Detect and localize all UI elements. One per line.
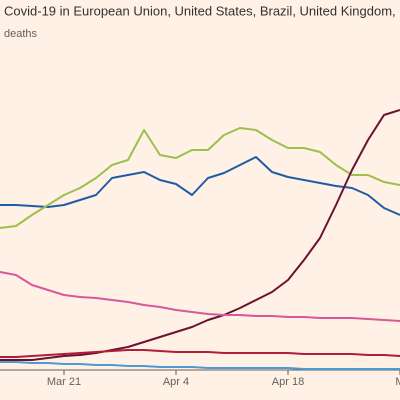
series-line <box>0 127 400 229</box>
series-line <box>0 109 400 361</box>
series-line <box>0 361 400 370</box>
series-line <box>0 271 400 322</box>
chart-title: Covid-19 in European Union, United State… <box>4 3 400 18</box>
chart-subtitle: deaths <box>4 28 38 40</box>
x-tick-label: Apr 4 <box>163 376 189 388</box>
series-line <box>0 349 400 358</box>
x-tick-label: Apr 18 <box>272 376 304 388</box>
x-tick-label: Mar 21 <box>47 376 81 388</box>
series-line <box>0 156 400 216</box>
x-tick-label: M <box>395 376 400 388</box>
